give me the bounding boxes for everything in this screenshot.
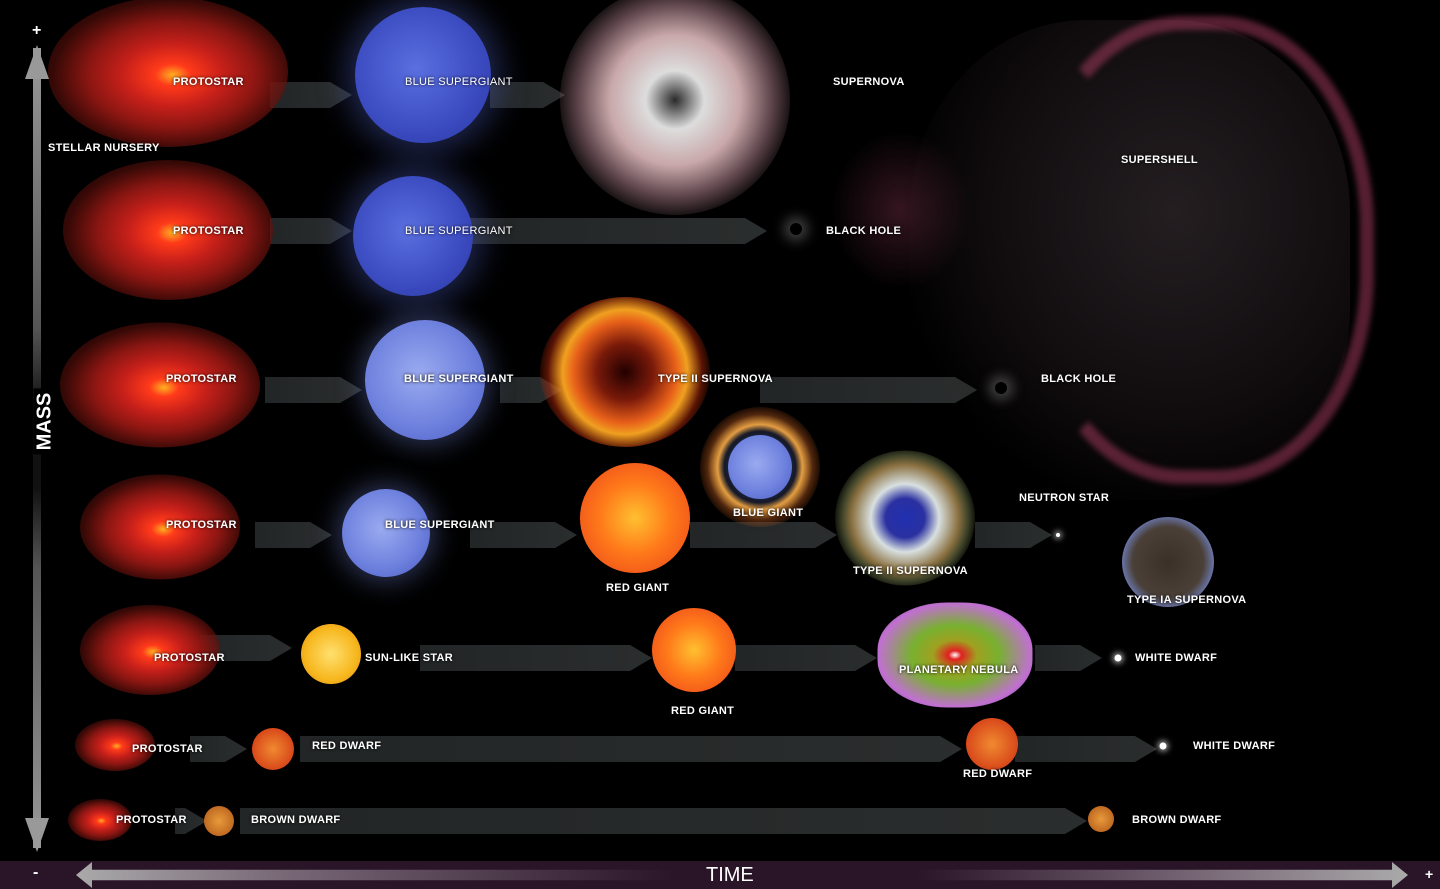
stage-label: BLACK HOLE <box>1041 373 1117 385</box>
stage-label: SUPERNOVA <box>833 76 905 88</box>
protostar-image <box>80 605 220 695</box>
stage-label: PROTOSTAR <box>166 373 237 385</box>
protostar-image <box>75 719 155 771</box>
arrow <box>265 377 362 403</box>
stage-label: RED DWARF <box>963 768 1033 780</box>
mass-axis-arrowhead-down <box>25 818 49 852</box>
arrow <box>735 645 877 671</box>
stage-label: SUPERSHELL <box>1121 154 1198 166</box>
sun-like-star-image <box>301 624 361 684</box>
black-hole-image <box>790 223 802 235</box>
type-ii-supernova-image <box>540 297 710 447</box>
protostar-image <box>68 799 132 841</box>
type-ia-supernova-image <box>1122 517 1214 607</box>
red-giant-image <box>580 463 690 573</box>
arrow <box>470 522 577 548</box>
brown-dwarf-image <box>204 806 234 836</box>
mass-axis-arrowhead-up <box>25 45 49 79</box>
arrow <box>1035 645 1102 671</box>
stage-label: WHITE DWARF <box>1193 740 1276 752</box>
stage-label: PROTOSTAR <box>173 225 244 237</box>
type-ii-supernova-image <box>835 450 975 586</box>
arrow <box>975 522 1052 548</box>
stage-label: PROTOSTAR <box>166 519 237 531</box>
blue-giant-image <box>728 435 792 499</box>
white-dwarf-image <box>1159 742 1167 750</box>
stage-label: BLUE SUPERGIANT <box>405 76 513 88</box>
blue-supergiant-image <box>353 176 473 296</box>
black-hole-image <box>995 382 1007 394</box>
stage-label: WHITE DWARF <box>1135 652 1218 664</box>
protostar-image <box>80 474 240 580</box>
protostar-image <box>60 322 260 448</box>
stage-label: BROWN DWARF <box>251 814 341 826</box>
time-label: TIME <box>706 864 754 886</box>
stage-label: SUN-LIKE STAR <box>365 652 454 664</box>
stage-label: TYPE IA SUPERNOVA <box>1127 594 1247 606</box>
protostar-image <box>48 0 288 147</box>
arrow <box>420 645 652 671</box>
stage-label: RED GIANT <box>606 582 670 594</box>
stage-label: BLUE GIANT <box>733 507 804 519</box>
stellar-nursery-label: STELLAR NURSERY <box>48 142 160 154</box>
arrow <box>1015 736 1157 762</box>
arrow <box>470 218 767 244</box>
white-dwarf-image <box>1114 654 1122 662</box>
mass-label: MASS <box>33 388 57 455</box>
mass-minus: - <box>33 864 39 881</box>
stage-label: PROTOSTAR <box>173 76 244 88</box>
protostar-image <box>63 160 273 300</box>
arrow <box>255 522 332 548</box>
stage-label: PROTOSTAR <box>116 814 187 826</box>
stage-label: RED DWARF <box>312 740 382 752</box>
supershell-filaments <box>1026 16 1374 484</box>
supernova-image <box>560 0 790 215</box>
stage-label: TYPE II SUPERNOVA <box>853 565 968 577</box>
blue-supergiant-image <box>365 320 485 440</box>
mass-plus: + <box>32 22 42 39</box>
red-dwarf-image <box>966 718 1018 770</box>
stage-label: BLACK HOLE <box>826 225 902 237</box>
arrow <box>240 808 1087 834</box>
stage-label: BLUE SUPERGIANT <box>405 225 513 237</box>
red-dwarf-image <box>252 728 294 770</box>
stage-label: BLUE SUPERGIANT <box>404 373 514 385</box>
supershell-wisps <box>830 130 970 290</box>
arrow <box>300 736 962 762</box>
brown-dwarf-image <box>1088 806 1114 832</box>
neutron-star-image <box>1056 533 1060 537</box>
stage-label: BLUE SUPERGIANT <box>385 519 495 531</box>
stage-label: PROTOSTAR <box>132 743 203 755</box>
stage-label: TYPE II SUPERNOVA <box>658 373 773 385</box>
time-plus: + <box>1425 866 1434 882</box>
blue-supergiant-image <box>342 489 430 577</box>
arrow <box>270 218 352 244</box>
stage-label: PLANETARY NEBULA <box>899 664 1019 676</box>
planetary-nebula-image <box>877 602 1033 708</box>
stage-label: NEUTRON STAR <box>1019 492 1110 504</box>
stage-label: BROWN DWARF <box>1132 814 1222 826</box>
red-giant-image <box>652 608 736 692</box>
blue-supergiant-image <box>355 7 491 143</box>
stage-label: PROTOSTAR <box>154 652 225 664</box>
stage-label: RED GIANT <box>671 705 735 717</box>
